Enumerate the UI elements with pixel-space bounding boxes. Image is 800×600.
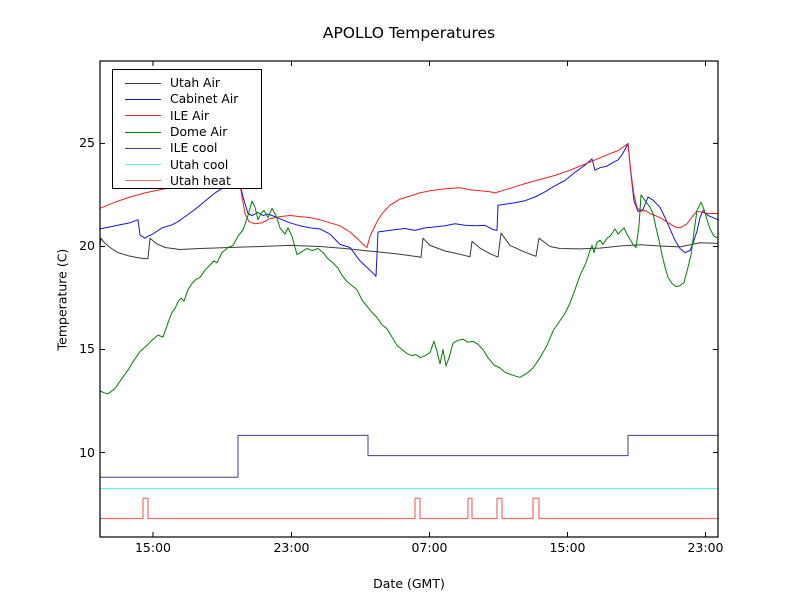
series-line-utah-air [99, 232, 719, 260]
legend-line-swatch [125, 180, 161, 182]
x-axis-label: Date (GMT) [373, 576, 445, 591]
series-line-dome-air [99, 194, 719, 395]
y-tick-label: 10 [79, 444, 95, 460]
legend-item: ILE Air [125, 108, 261, 124]
legend-line-swatch [125, 131, 161, 133]
legend-line-swatch [125, 147, 161, 149]
legend-item: ILE cool [125, 140, 261, 156]
x-tick-label: 23:00Jul 06 [661, 540, 751, 556]
x-tick-label: 23:00Jul 05 [247, 540, 337, 556]
legend-item: Utah heat [125, 173, 261, 189]
series-line-ile-air [99, 142, 718, 248]
legend-label: Utah Air [170, 76, 220, 91]
legend-item: Utah Air [125, 75, 261, 91]
x-tick-time: 07:00 [411, 540, 448, 555]
x-tick-time: 15:00 [134, 540, 172, 555]
x-tick-time: 23:00 [273, 540, 310, 555]
y-tick-label: 15 [79, 341, 95, 357]
legend-line-swatch [125, 82, 161, 84]
legend-label: Dome Air [170, 125, 228, 140]
x-tick-label: 07:00Jul 06 [385, 540, 475, 556]
legend-item: Dome Air [125, 124, 261, 140]
y-tick-label: 25 [79, 135, 95, 151]
tick-marks-group [100, 61, 718, 537]
legend-label: Cabinet Air [170, 92, 239, 107]
plot-frame [99, 60, 719, 538]
legend-line-swatch [125, 98, 161, 100]
plot-series-group [99, 142, 719, 536]
legend-line-swatch [125, 115, 161, 117]
legend-label: Utah heat [170, 173, 231, 188]
x-tick-label: 15:00Jul 05 [108, 540, 198, 556]
legend-line-swatch [125, 164, 161, 166]
legend-label: ILE cool [170, 141, 218, 156]
x-tick-time: 23:00 [687, 540, 724, 555]
y-axis-label: Temperature (C) [54, 248, 70, 351]
series-line-ile-cool [100, 434, 718, 478]
x-tick-time: 15:00 [549, 540, 586, 555]
legend: Utah Air Cabinet Air ILE Air Dome Air ILE co… [112, 69, 262, 189]
legend-item: Utah cool [125, 156, 261, 172]
x-tick-label: 15:00Jul 06 [523, 540, 613, 556]
series-line-utah-heat [99, 497, 718, 536]
legend-label: ILE Air [170, 108, 210, 123]
legend-label: Utah cool [170, 157, 229, 172]
legend-item: Cabinet Air [125, 91, 261, 107]
series-line-cabinet-air [99, 142, 719, 277]
chart-title: APOLLO Temperatures [322, 24, 496, 42]
y-tick-label: 20 [79, 238, 95, 254]
